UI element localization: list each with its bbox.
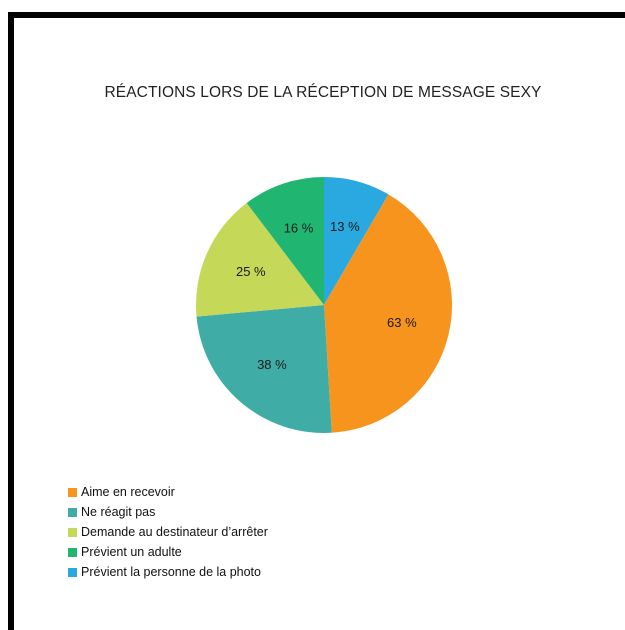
legend-label: Prévient la personne de la photo [81, 565, 261, 579]
legend-item: Prévient la personne de la photo [68, 562, 268, 582]
chart-legend: Aime en recevoir Ne réagit pas Demande a… [68, 482, 268, 582]
legend-item: Demande au destinateur d’arrêter [68, 522, 268, 542]
legend-label: Prévient un adulte [81, 545, 182, 559]
legend-swatch [68, 527, 77, 537]
chart-title: RÉACTIONS LORS DE LA RÉCEPTION DE MESSAG… [104, 84, 542, 101]
legend-swatch [68, 567, 77, 577]
pie-labels: 13 % 63 % 38 % 25 % 16 % [236, 219, 417, 372]
legend-label: Ne réagit pas [81, 505, 156, 519]
pie-slice [324, 177, 389, 305]
legend-item: Prévient un adulte [68, 542, 268, 562]
pie-slice [324, 194, 452, 433]
pie-slice [196, 305, 332, 434]
slice-value-label: 63 % [387, 315, 417, 330]
slice-value-label: 13 % [330, 219, 360, 234]
legend-label: Demande au destinateur d’arrêter [81, 525, 268, 539]
slice-value-label: 38 % [257, 357, 287, 372]
legend-swatch [68, 487, 77, 497]
legend-label: Aime en recevoir [81, 485, 175, 499]
legend-swatch [68, 507, 77, 517]
pie-slice [195, 202, 324, 317]
pie-slices [195, 177, 452, 434]
slice-value-label: 16 % [284, 221, 314, 236]
legend-swatch [68, 547, 77, 557]
slice-value-label: 25 % [236, 264, 266, 279]
chart-frame [8, 12, 625, 630]
legend-item: Aime en recevoir [68, 482, 268, 502]
legend-item: Ne réagit pas [68, 502, 268, 522]
pie-slice [246, 177, 324, 305]
